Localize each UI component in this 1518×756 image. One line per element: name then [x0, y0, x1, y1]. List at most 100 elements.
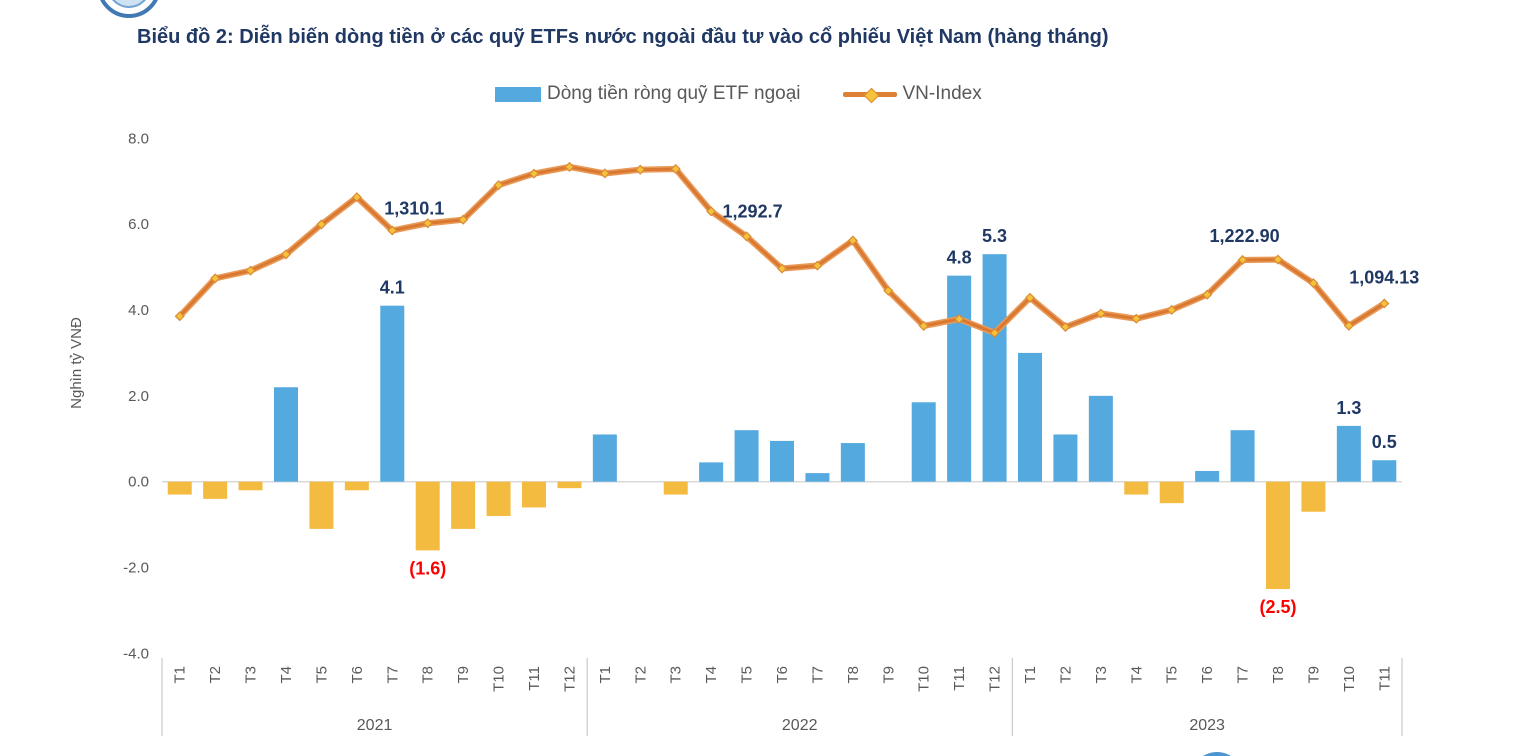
x-axis-month-label: T9: [880, 666, 897, 684]
bar-etf-flow-positive: [1372, 460, 1397, 482]
bar-etf-flow-positive: [1195, 470, 1220, 482]
chart-title: Biểu đồ 2: Diễn biến dòng tiền ở các quỹ…: [137, 26, 1109, 48]
bar-etf-flow-negative: [309, 481, 334, 529]
legend-item-vnindex: VN-Index: [842, 83, 982, 105]
x-axis-month-label: T4: [1128, 666, 1145, 684]
vnindex-marker-diamond-icon: [245, 265, 256, 276]
legend-bar-swatch: [495, 86, 541, 102]
bar-etf-flow-positive: [805, 473, 830, 482]
x-axis-month-label: T5: [313, 666, 330, 684]
bar-etf-flow-positive: [1088, 395, 1113, 482]
vnindex-marker-diamond-icon: [635, 164, 646, 175]
bar-etf-flow-positive: [1336, 425, 1361, 482]
vnindex-marker-diamond-icon: [812, 260, 823, 271]
x-axis-month-label: T3: [668, 666, 685, 684]
x-axis-month-label: T10: [491, 666, 508, 692]
x-axis-month-label: T8: [845, 666, 862, 684]
vnindex-marker-diamond-icon: [599, 168, 610, 179]
vnindex-value-label: 1,292.7: [723, 201, 783, 221]
vnindex-marker-diamond-icon: [1095, 308, 1106, 319]
bar-etf-flow-negative: [663, 481, 688, 495]
vnindex-marker-diamond-icon: [174, 311, 185, 322]
x-axis-month-label: T3: [1093, 666, 1110, 684]
bar-etf-flow-positive: [274, 387, 298, 482]
bar-value-label: (1.6): [409, 558, 446, 578]
x-axis-month-label: T2: [207, 666, 224, 684]
x-axis-month-label: T6: [349, 666, 366, 684]
legend-item-etf-flow: Dòng tiền ròng quỹ ETF ngoại: [495, 83, 801, 105]
x-axis-month-label: T4: [703, 666, 720, 684]
bar-etf-flow-positive: [982, 254, 1007, 482]
bar-value-label: 1.3: [1336, 398, 1361, 418]
vnindex-marker-diamond-icon: [776, 263, 788, 274]
vnindex-marker-diamond-icon: [847, 235, 858, 246]
vnindex-marker-diamond-icon: [1237, 254, 1248, 266]
bar-value-label: (2.5): [1259, 597, 1296, 617]
vnindex-marker-diamond-icon: [528, 168, 540, 179]
x-axis-month-label: T7: [1235, 666, 1252, 684]
y-axis-tick-label: 4.0: [128, 302, 149, 319]
x-axis-month-label: T2: [632, 666, 649, 684]
bar-etf-flow-positive: [911, 402, 936, 482]
vnindex-marker-diamond-icon: [706, 206, 717, 217]
x-axis-month-label: T1: [172, 666, 189, 684]
bar-etf-flow-positive: [770, 440, 794, 482]
bar-etf-flow-positive: [380, 305, 405, 482]
vnindex-marker-diamond-icon: [1060, 321, 1071, 333]
bar-etf-flow-negative: [557, 481, 582, 489]
x-axis-month-label: T8: [420, 666, 437, 684]
bar-etf-flow-negative: [1266, 481, 1290, 590]
vnindex-marker-diamond-icon: [741, 231, 752, 242]
x-axis-month-label: T12: [987, 666, 1004, 692]
vnindex-marker-diamond-icon: [210, 273, 221, 284]
x-axis-month-label: T11: [951, 666, 968, 691]
bar-etf-flow-positive: [699, 462, 724, 482]
vnindex-marker-diamond-icon: [1308, 278, 1319, 289]
bar-etf-flow-positive: [840, 443, 865, 482]
vnindex-line-inner: [178, 165, 1386, 335]
vnindex-marker-diamond-icon: [670, 163, 681, 175]
x-axis-month-label: T4: [278, 666, 295, 684]
vnindex-marker-diamond-icon: [1343, 320, 1354, 331]
bar-value-label: 5.3: [982, 226, 1007, 246]
legend-bar-label: Dòng tiền ròng quỹ ETF ngoại: [547, 83, 801, 104]
x-axis-month-label: T1: [597, 666, 614, 684]
bar-value-label: 4.1: [380, 278, 405, 298]
x-axis-year-label: 2023: [1189, 717, 1225, 734]
y-axis-tick-label: 2.0: [128, 388, 149, 405]
top-logo-inner-icon: [112, 0, 146, 8]
vnindex-marker-diamond-icon: [1024, 292, 1036, 303]
x-axis-month-label: T5: [739, 666, 756, 684]
vnindex-marker-diamond-icon: [387, 225, 398, 236]
bar-etf-flow-negative: [238, 481, 263, 491]
x-axis-month-label: T12: [561, 666, 578, 692]
y-axis-tick-label: 0.0: [128, 474, 149, 491]
vnindex-marker-diamond-icon: [918, 320, 929, 331]
x-axis-month-label: T10: [1341, 666, 1358, 692]
bar-etf-flow-negative: [522, 481, 546, 508]
vnindex-marker-diamond-icon: [458, 214, 469, 225]
bar-etf-flow-negative: [451, 481, 476, 529]
vnindex-marker-diamond-icon: [422, 218, 433, 229]
x-axis-month-label: T11: [526, 666, 543, 691]
vnindex-marker-diamond-icon: [1131, 313, 1142, 324]
y-axis-tick-label: -4.0: [123, 645, 149, 662]
legend-line-label: VN-Index: [902, 83, 982, 104]
vnindex-value-label: 1,094.13: [1349, 268, 1419, 288]
bar-etf-flow-negative: [1159, 481, 1184, 504]
vnindex-value-label: 1,222.90: [1210, 226, 1280, 246]
vnindex-marker-diamond-icon: [989, 327, 1000, 338]
vnindex-marker-diamond-icon: [493, 180, 504, 191]
x-axis-year-label: 2022: [782, 717, 818, 734]
bar-etf-flow-negative: [167, 481, 192, 495]
x-axis-month-label: T10: [916, 666, 933, 692]
legend-line-swatch: [842, 87, 897, 103]
chart-legend: Dòng tiền ròng quỹ ETF ngoại VN-Index: [495, 83, 982, 105]
y-axis-title: Nghìn tỷ VNĐ: [68, 317, 85, 409]
vnindex-line-outer: [176, 163, 1388, 336]
bar-etf-flow-negative: [1301, 481, 1326, 512]
bar-etf-flow-negative: [486, 481, 511, 517]
vnindex-marker-diamond-icon: [1202, 289, 1213, 300]
